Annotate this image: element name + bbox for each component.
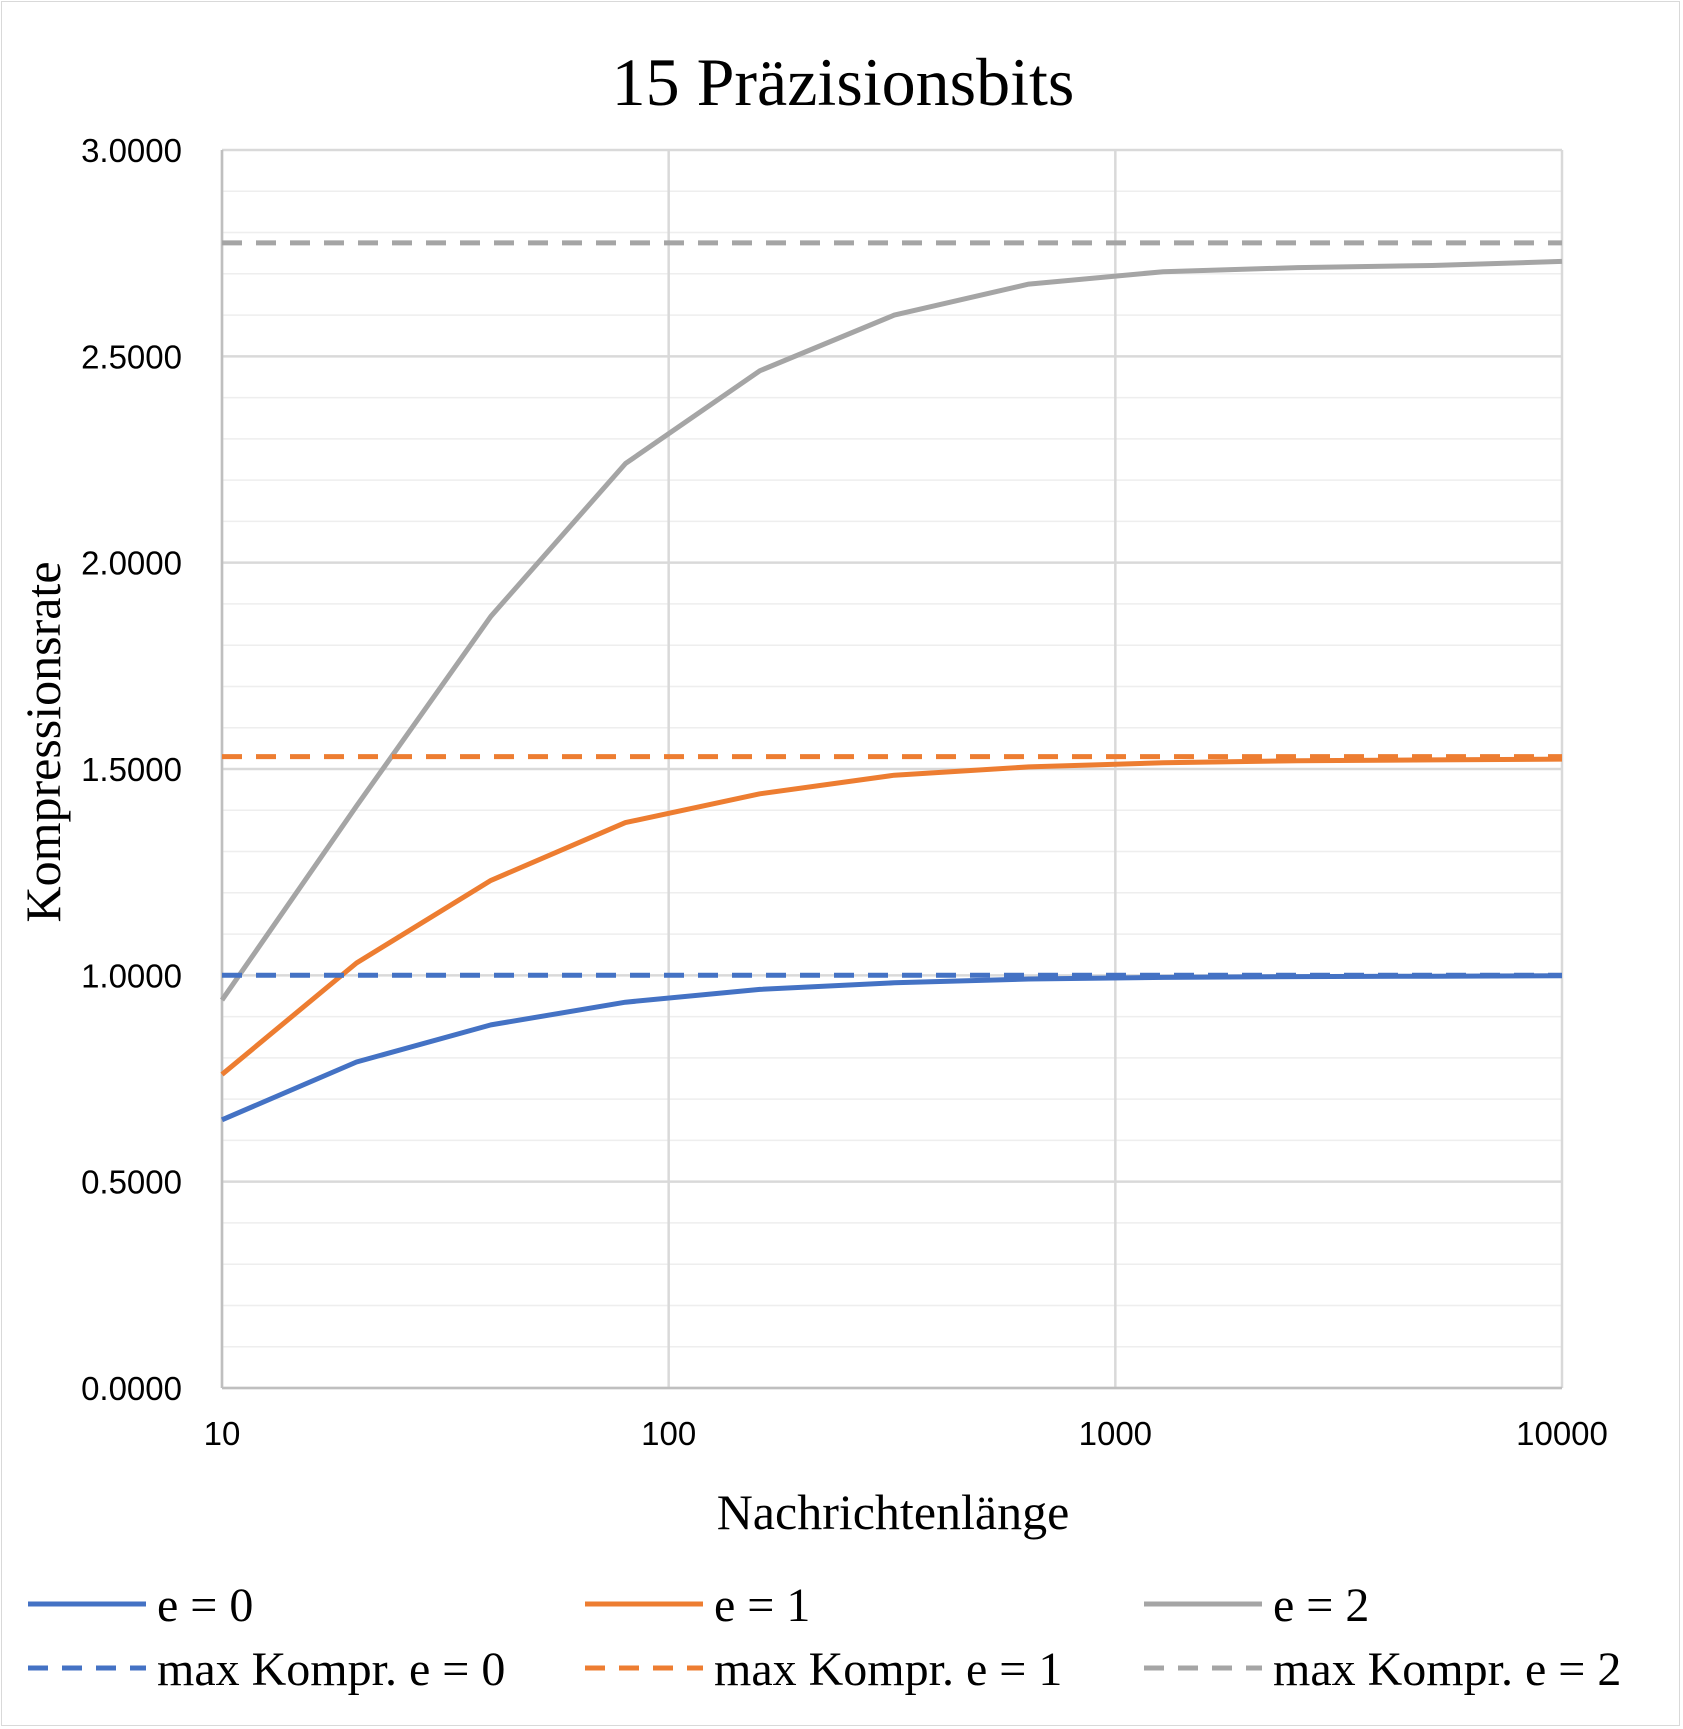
y-axis-ticks: 0.0000 0.5000 1.0000 1.5000 2.0000 2.5000 3.00… [81, 132, 182, 1407]
major-gridlines [220, 148, 1564, 1390]
minor-gridlines [222, 190, 1562, 1348]
y-axis-title: Kompressionsrate [15, 561, 71, 922]
y-tick-label: 1.5000 [81, 751, 182, 788]
y-tick-label: 2.5000 [81, 338, 182, 375]
axes [220, 150, 1562, 1390]
legend-label: max Kompr. e = 1 [714, 1643, 1062, 1696]
x-tick-label: 10 [204, 1415, 241, 1452]
legend-label: e = 2 [1273, 1579, 1369, 1632]
chart-title: 15 Präzisionsbits [612, 44, 1075, 120]
legend: e = 0 e = 1 e = 2 max Kompr. e = 0 max Kompr… [28, 1579, 1621, 1696]
x-tick-label: 100 [641, 1415, 696, 1452]
x-axis-ticks: 10 100 1000 10000 [204, 1415, 1608, 1452]
series-line-e2 [219, 258, 1563, 1002]
x-tick-label: 1000 [1079, 1415, 1152, 1452]
legend-label: max Kompr. e = 2 [1273, 1643, 1621, 1696]
legend-label: e = 0 [157, 1579, 253, 1632]
y-tick-label: 2.0000 [81, 545, 182, 582]
y-tick-label: 0.0000 [81, 1370, 182, 1407]
y-tick-label: 3.0000 [81, 132, 182, 169]
series-lines [219, 240, 1563, 1123]
legend-label: max Kompr. e = 0 [157, 1643, 505, 1696]
x-axis-title: Nachrichtenlänge [717, 1484, 1070, 1540]
series-line-e0 [221, 973, 1563, 1123]
legend-label: e = 1 [714, 1579, 810, 1632]
series-line-e1 [220, 756, 1563, 1077]
x-tick-label: 10000 [1516, 1415, 1608, 1452]
y-tick-label: 0.5000 [81, 1164, 182, 1201]
y-tick-label: 1.0000 [81, 957, 182, 994]
